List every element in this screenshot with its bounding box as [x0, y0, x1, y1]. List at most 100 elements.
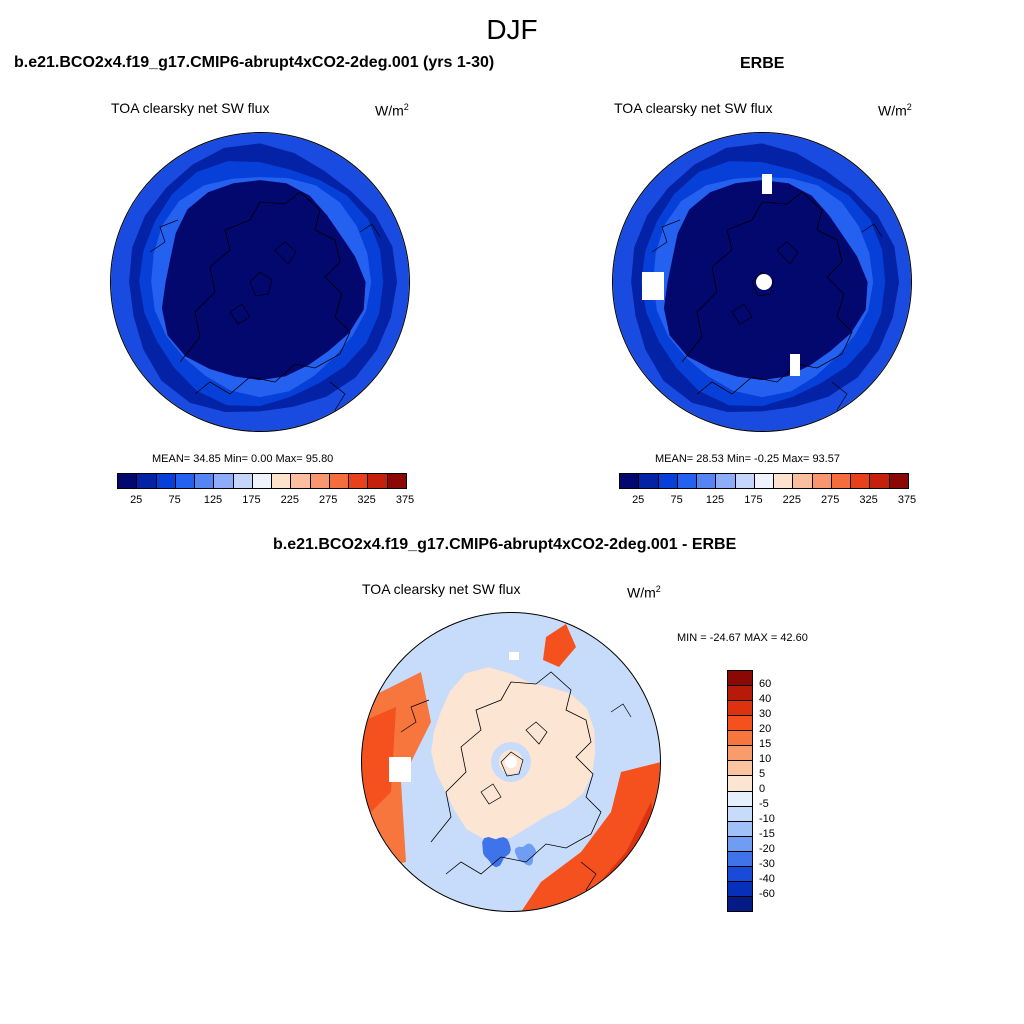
model-colorbar-box-3 [156, 474, 176, 488]
model-stats: MEAN= 34.85 Min= 0.00 Max= 95.80 [152, 453, 334, 465]
model-colorbar-box-7 [233, 474, 253, 488]
diff-variable-label: TOA clearsky net SW flux [362, 581, 521, 597]
obs-colorbar-box-9 [774, 474, 794, 488]
diff-colorbar-box-13 [728, 851, 752, 867]
obs-panel-title: ERBE [740, 55, 785, 72]
model-units-label: W/m2 [375, 102, 409, 119]
model-colorbar-tick-label: 175 [242, 494, 261, 506]
obs-map-border [612, 132, 912, 432]
diff-colorbar-box-2 [728, 686, 752, 702]
obs-colorbar-box-4 [677, 474, 698, 488]
model-colorbar-box-15 [387, 474, 406, 488]
diff-colorbar-box-15 [728, 881, 752, 897]
obs-colorbar-box-13 [851, 474, 871, 488]
model-colorbar-tick-label: 25 [130, 494, 143, 506]
model-coastline-islands [229, 241, 297, 325]
diff-colorbar-box-9 [728, 791, 752, 807]
diff-colorbar-tick-label: -5 [759, 798, 769, 810]
diff-colorbar-box-7 [728, 761, 752, 777]
diff-map-layers [362, 613, 660, 911]
diff-colorbar-tick-label: 60 [759, 678, 772, 690]
obs-colorbar-box-14 [870, 474, 890, 488]
obs-units-label: W/m2 [878, 102, 912, 119]
model-map-border [110, 132, 410, 432]
model-panel-title: b.e21.BCO2x4.f19_g17.CMIP6-abrupt4xCO2-2… [14, 54, 495, 71]
model-colorbar-box-11 [310, 474, 330, 488]
obs-colorbar-box-3 [658, 474, 678, 488]
diff-polar-map [361, 612, 661, 912]
diff-cool-patch-1 [482, 837, 511, 868]
obs-colorbar-box-10 [793, 474, 813, 488]
diff-colorbar-box-5 [728, 731, 752, 747]
diff-colorbar-box-6 [728, 746, 752, 762]
model-colorbar-box-8 [252, 474, 273, 488]
diff-colorbar-box-3 [728, 701, 752, 717]
diff-colorbar [727, 670, 753, 912]
diff-warm-patch-north [543, 624, 576, 667]
obs-variable-label: TOA clearsky net SW flux [614, 100, 773, 116]
model-coastline-main [179, 191, 351, 395]
diff-colorbar-tick-label: -40 [759, 873, 775, 885]
obs-stats: MEAN= 28.53 Min= -0.25 Max= 93.57 [655, 453, 840, 465]
diff-colorbar-tick-label: 20 [759, 723, 772, 735]
diff-colorbar-tick-label: -15 [759, 828, 775, 840]
model-colorbar [117, 473, 407, 489]
model-variable-label: TOA clearsky net SW flux [111, 100, 270, 116]
model-colorbar-box-12 [329, 474, 350, 488]
obs-colorbar-tick-label: 325 [859, 494, 878, 506]
obs-colorbar-tick-label: 125 [705, 494, 725, 506]
obs-colorbar-box-15 [889, 474, 908, 488]
diff-colorbar-box-12 [728, 836, 752, 852]
model-colorbar-box-6 [214, 474, 234, 488]
obs-colorbar-tick-label: 75 [670, 494, 683, 506]
obs-colorbar-ticks: 25 75 125 175 225 275 325 375 [619, 494, 916, 508]
model-colorbar-box-9 [272, 474, 292, 488]
obs-missing-data-4 [790, 354, 800, 376]
obs-colorbar-tick-label: 375 [897, 494, 917, 506]
diff-colorbar-tick-label: -30 [759, 858, 775, 870]
diff-colorbar-box-4 [728, 716, 752, 732]
obs-colorbar-box-11 [812, 474, 832, 488]
diff-stats: MIN = -24.67 MAX = 42.60 [677, 632, 808, 644]
diff-colorbar-tick-label: 10 [759, 753, 772, 765]
model-colorbar-tick-label: 325 [357, 494, 376, 506]
obs-colorbar-tick-label: 25 [632, 494, 645, 506]
obs-coastline-islands [731, 241, 799, 325]
diff-colorbar-box-10 [728, 806, 752, 822]
obs-colorbar-box-8 [754, 474, 775, 488]
model-colorbar-box-1 [118, 474, 138, 488]
diff-missing-data-1 [389, 757, 411, 782]
obs-colorbar-tick-label: 175 [744, 494, 763, 506]
diff-coastline-islands [480, 721, 548, 805]
model-colorbar-tick-label: 375 [395, 494, 415, 506]
obs-polar-map [612, 132, 912, 432]
obs-map-layers [613, 133, 911, 431]
diff-colorbar-box-1 [728, 671, 752, 687]
model-polar-map [110, 132, 410, 432]
obs-colorbar [619, 473, 909, 489]
diff-colorbar-box-11 [728, 821, 752, 837]
diff-coastline-main [430, 671, 602, 875]
model-colorbar-ticks: 25 75 125 175 225 275 325 375 [117, 494, 414, 508]
diff-colorbar-box-8 [728, 776, 752, 792]
diff-map-border [361, 612, 661, 912]
model-map-layers [111, 133, 409, 431]
obs-colorbar-box-7 [735, 474, 755, 488]
obs-missing-data-1 [762, 174, 772, 194]
model-colorbar-box-10 [291, 474, 311, 488]
diff-colorbar-tick-label: 5 [759, 768, 766, 780]
obs-colorbar-box-6 [716, 474, 736, 488]
diff-polar-hole [505, 756, 517, 768]
obs-missing-data-2 [642, 272, 664, 300]
diff-colorbar-tick-label: -60 [759, 888, 775, 900]
obs-coastline-main [681, 191, 853, 395]
diff-units-label: W/m2 [627, 584, 661, 601]
obs-colorbar-box-12 [831, 474, 852, 488]
page-title: DJF [486, 14, 538, 45]
diff-colorbar-tick-label: 40 [759, 693, 772, 705]
diff-panel-title: b.e21.BCO2x4.f19_g17.CMIP6-abrupt4xCO2-2… [273, 536, 737, 553]
diff-colorbar-tick-label: 0 [759, 783, 766, 795]
diff-colorbar-tick-label: -10 [759, 813, 775, 825]
obs-colorbar-box-1 [620, 474, 640, 488]
obs-colorbar-box-5 [697, 474, 717, 488]
